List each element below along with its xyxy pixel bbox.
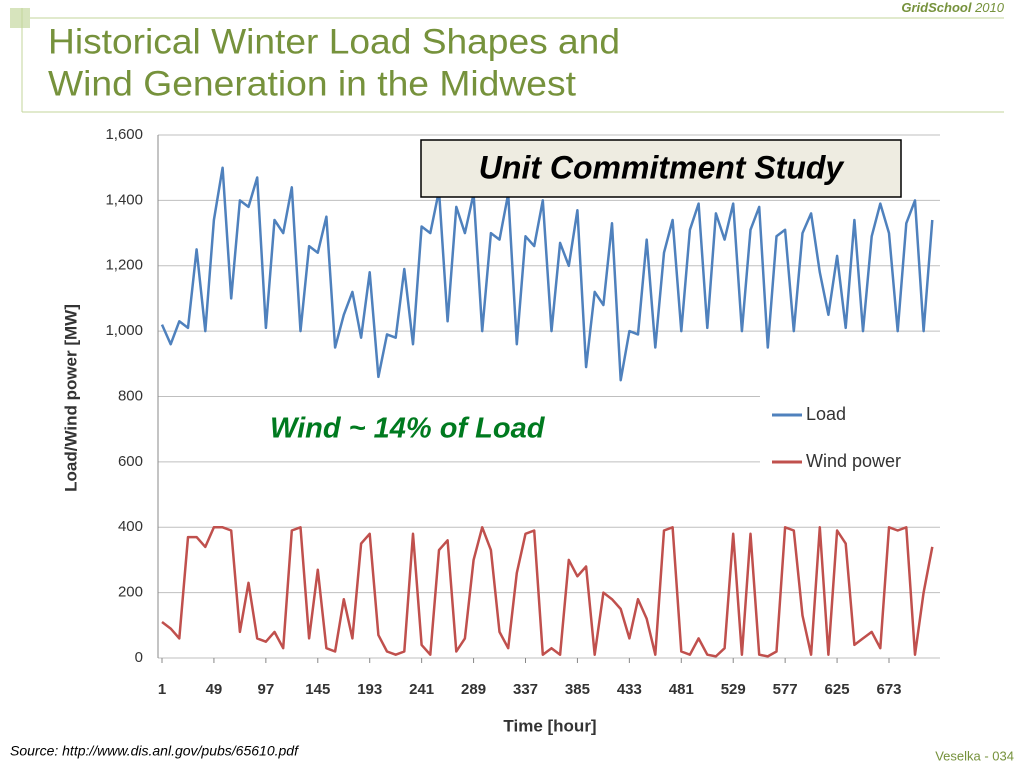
title: Historical Winter Load Shapes and <box>48 22 620 61</box>
y-tick-label: 1,600 <box>105 126 143 143</box>
annotation: Wind ~ 14% of Load <box>270 413 546 445</box>
y-tick-label: 600 <box>118 453 143 470</box>
y-tick-label: 800 <box>118 387 143 404</box>
source: Source: http://www.dis.anl.gov/pubs/6561… <box>10 743 300 759</box>
y-tick-label: 400 <box>118 518 143 535</box>
page-number: Veselka - 034 <box>935 748 1014 763</box>
annotation: Unit Commitment Study <box>479 149 846 185</box>
x-tick-label: 1 <box>158 681 166 698</box>
chart: 0 200 400 600 800 1,000 1,200 1,400 1,600 1 49 97 14… <box>61 126 945 735</box>
legend-label: Wind power <box>806 451 901 471</box>
x-tick-label: 97 <box>258 681 275 698</box>
x-tick-label: 49 <box>206 681 223 698</box>
corner-square <box>10 8 30 28</box>
x-tick-label: 673 <box>876 681 901 698</box>
x-tick-label: 193 <box>357 681 382 698</box>
x-tick-label: 577 <box>773 681 798 698</box>
x-tick-label: 385 <box>565 681 590 698</box>
x-tick-label: 289 <box>461 681 486 698</box>
x-tick-label: 337 <box>513 681 538 698</box>
x-axis-title: Time [hour] <box>503 716 596 735</box>
x-tick-label: 625 <box>825 681 850 698</box>
x-tick-label: 481 <box>669 681 694 698</box>
title: Wind Generation in the Midwest <box>48 64 576 103</box>
brand: GridSchool 2010 <box>901 0 1004 15</box>
x-tick-label: 241 <box>409 681 434 698</box>
legend-box <box>760 395 945 490</box>
y-tick-label: 200 <box>118 584 143 601</box>
y-tick-label: 0 <box>135 649 143 666</box>
legend-label: Load <box>806 404 846 424</box>
y-axis-title: Load/Wind power [MW] <box>61 304 80 492</box>
y-tick-label: 1,000 <box>105 322 143 339</box>
series-line <box>161 526 934 658</box>
annotation-box <box>420 139 902 198</box>
x-tick-label: 529 <box>721 681 746 698</box>
y-tick-label: 1,200 <box>105 257 143 274</box>
x-tick-label: 145 <box>305 681 330 698</box>
y-tick-label: 1,400 <box>105 191 143 208</box>
x-tick-label: 433 <box>617 681 642 698</box>
series-line <box>160 166 934 382</box>
